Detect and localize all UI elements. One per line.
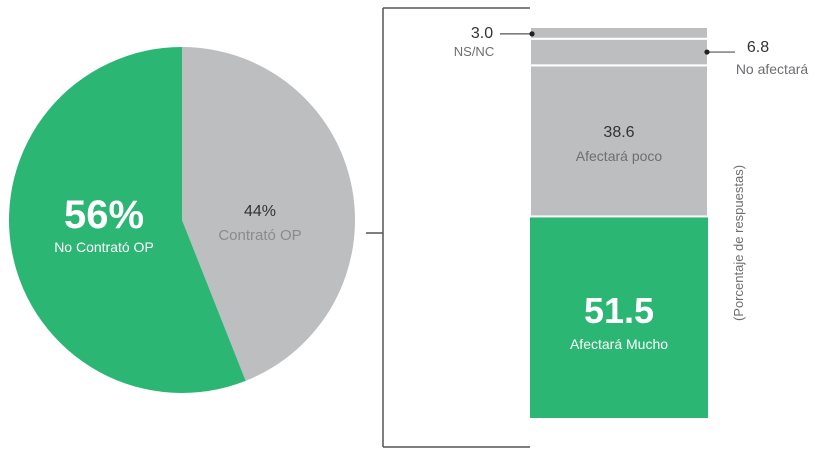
callout-dot-no-afectara bbox=[704, 49, 710, 55]
pie-label-no-contrato: No Contrató OP bbox=[54, 239, 154, 255]
bar-value-afectara-mucho: 51.5 bbox=[584, 290, 654, 331]
bar-value-no-afectara: 6.8 bbox=[747, 39, 769, 56]
bar-label-nsnc: NS/NC bbox=[454, 44, 494, 59]
bar-segment-afectar-poco bbox=[529, 64, 709, 218]
callout-dot-nsnc bbox=[529, 31, 535, 37]
bar-segment-no-afectar- bbox=[529, 37, 709, 67]
bar-label-no-afectara: No afectará bbox=[736, 61, 809, 77]
connector-bracket bbox=[366, 7, 530, 448]
pie-value-contrato: 44% bbox=[244, 203, 276, 220]
pie-label-contrato: Contrató OP bbox=[218, 227, 301, 244]
bar-y-axis-label: (Porcentaje de respuestas) bbox=[731, 165, 746, 321]
bar-label-afectara-mucho: Afectará Mucho bbox=[570, 336, 668, 352]
pie-chart: 56% No Contrató OP 44% Contrató OP bbox=[9, 47, 356, 393]
bracket-line bbox=[366, 7, 530, 448]
stacked-bar-chart: 51.5 Afectará Mucho 38.6 Afectará poco 6.8 No… bbox=[454, 25, 809, 418]
pie-slice-no-contrato bbox=[9, 47, 246, 393]
bar-value-nsnc: 3.0 bbox=[471, 25, 493, 42]
bar-value-afectara-poco: 38.6 bbox=[603, 124, 634, 141]
pie-slice-contrato bbox=[182, 47, 356, 381]
bar-label-afectara-poco: Afectará poco bbox=[576, 148, 663, 164]
bar-segment-ns-nc bbox=[529, 26, 709, 40]
bar-segment-afectar-mucho bbox=[530, 216, 708, 418]
pie-value-no-contrato: 56% bbox=[64, 193, 144, 237]
